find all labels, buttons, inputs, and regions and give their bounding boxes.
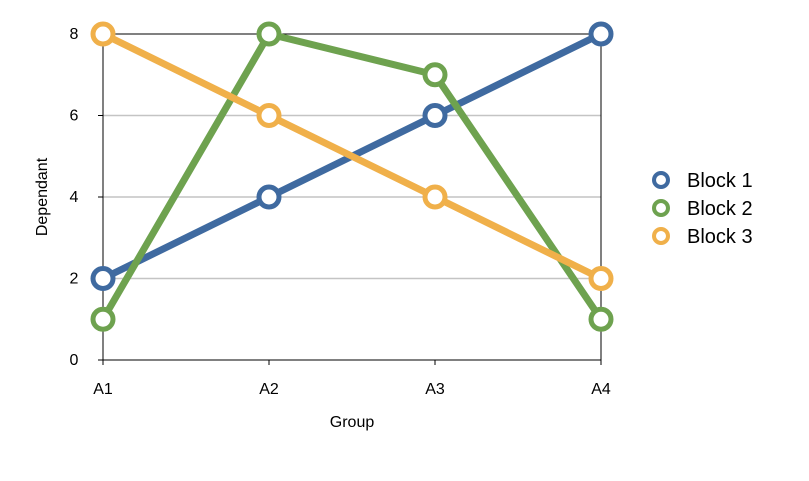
x-axis-title: Group (330, 414, 375, 431)
x-tick-label: A3 (425, 381, 445, 398)
data-point (588, 21, 614, 47)
x-tick-label: A2 (259, 381, 279, 398)
data-point (256, 103, 282, 128)
data-point (588, 266, 614, 291)
legend: Block 1 Block 2 Block 3 (652, 170, 753, 248)
legend-label: Block 1 (687, 170, 753, 192)
data-point (422, 184, 448, 210)
y-tick-label: 2 (70, 271, 79, 288)
legend-label: Block 3 (687, 226, 753, 248)
data-point (256, 21, 282, 47)
data-point (90, 21, 116, 47)
data-point (588, 306, 614, 332)
legend-marker-icon (652, 199, 670, 217)
y-tick-label: 0 (70, 352, 79, 369)
x-tick-label: A4 (591, 381, 611, 398)
legend-item: Block 1 (652, 170, 753, 192)
data-point (422, 103, 448, 128)
data-point (422, 62, 448, 88)
x-axis: A1 A2 A3 A4 (93, 360, 611, 398)
data-point (90, 306, 116, 332)
x-tick-label: A1 (93, 381, 113, 398)
legend-label: Block 2 (687, 198, 753, 220)
series-line (99, 30, 605, 282)
data-point (256, 184, 282, 210)
legend-marker-icon (652, 171, 670, 189)
legend-item: Block 3 (652, 226, 753, 248)
y-tick-label: 4 (70, 189, 79, 206)
series-block-2 (90, 21, 614, 332)
series-block-3 (90, 21, 614, 291)
legend-item: Block 2 (652, 198, 753, 220)
y-tick-label: 8 (70, 26, 79, 43)
legend-marker-icon (652, 227, 670, 245)
y-tick-label: 6 (70, 108, 79, 125)
y-axis-title: Dependant (34, 157, 51, 236)
series-lines (90, 21, 614, 332)
data-point (90, 266, 116, 291)
series-line (99, 30, 605, 323)
